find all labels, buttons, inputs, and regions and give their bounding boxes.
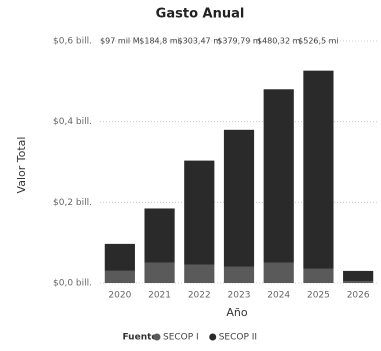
bar-segment — [104, 270, 135, 283]
bar-segment — [343, 270, 374, 281]
bar-segment — [303, 70, 334, 269]
data-label: $526,5 mi — [298, 37, 339, 46]
y-axis-title: Valor Total — [15, 137, 28, 194]
bar-segment — [223, 129, 255, 267]
bar-segment — [263, 262, 294, 283]
x-tick-label: 2023 — [228, 291, 251, 301]
data-label: $97 mil M — [100, 37, 140, 46]
bar-segment — [144, 262, 175, 283]
x-axis-title: Año — [226, 306, 247, 319]
chart-title: Gasto Anual — [156, 7, 245, 22]
bar-segment — [104, 243, 135, 271]
data-label: $379,79 m — [217, 37, 261, 46]
x-tick-label: 2022 — [188, 291, 211, 301]
legend-label: SECOP II — [219, 333, 257, 343]
legend-marker — [209, 333, 217, 341]
legend-label: SECOP I — [163, 333, 199, 343]
y-tick-label: $0,2 bill. — [53, 198, 92, 208]
data-label: $480,32 m — [257, 37, 301, 46]
x-tick-label: 2020 — [108, 291, 131, 301]
bar-segment — [303, 268, 334, 283]
y-tick-label: $0,4 bill. — [53, 117, 92, 127]
x-tick-label: 2025 — [307, 291, 330, 301]
data-label: $184,8 mi — [139, 37, 180, 46]
bar-segment — [223, 266, 255, 283]
legend-title: Fuente — [122, 333, 157, 343]
x-tick-label: 2021 — [148, 291, 171, 301]
bar-segment — [263, 89, 294, 263]
y-tick-label: $0,0 bill. — [53, 279, 92, 289]
legend-marker — [153, 333, 161, 341]
bar-segment — [343, 280, 374, 283]
bar-segment — [184, 160, 215, 265]
x-tick-label: 2024 — [267, 291, 290, 301]
data-label: $303,47 m — [178, 37, 222, 46]
y-tick-label: $0,6 bill. — [53, 37, 92, 47]
bar-segment — [144, 208, 175, 263]
bar-segment — [184, 264, 215, 283]
x-tick-label: 2026 — [347, 291, 370, 301]
